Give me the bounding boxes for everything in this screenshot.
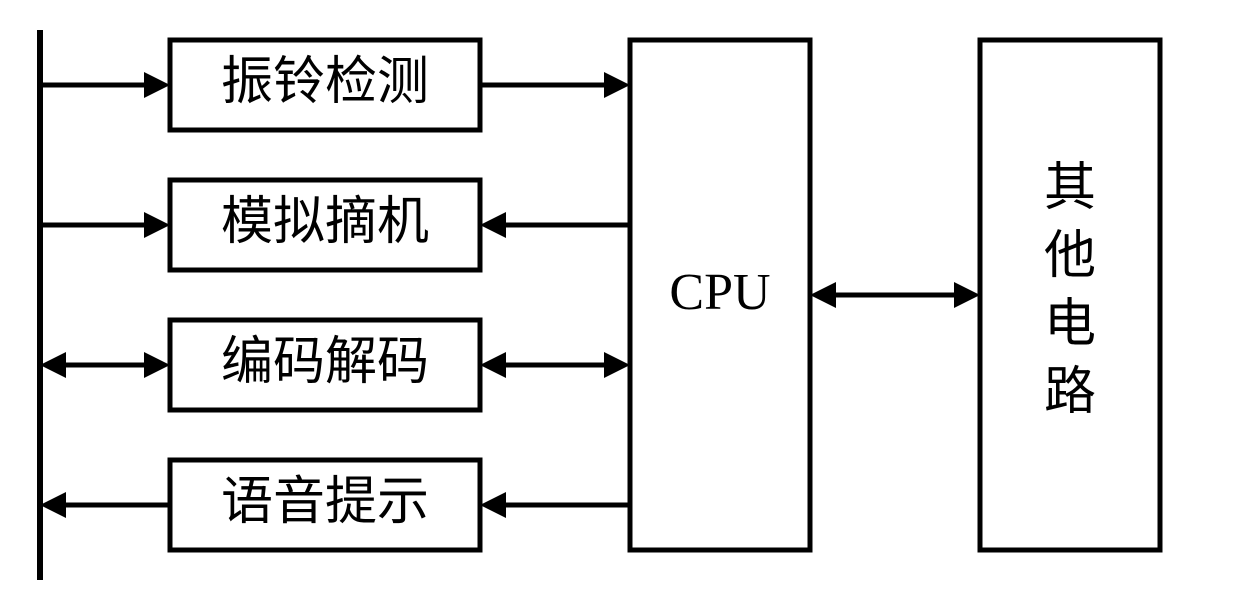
arrow-a_n1_cpu: [480, 72, 630, 98]
arrow-a_bus_n2: [40, 212, 170, 238]
node-n4: 语音提示: [170, 460, 480, 550]
node-n3: 编码解码: [170, 320, 480, 410]
arrow-a_n4_bus: [40, 492, 170, 518]
node-n1-label: 振铃检测: [221, 54, 429, 111]
arrow-a_bus_n1: [40, 72, 170, 98]
node-other-label-char: 其: [1044, 160, 1096, 217]
node-other: 其他电路: [980, 40, 1160, 550]
arrow-a_n3_cpu: [480, 352, 630, 378]
node-cpu: CPU: [630, 40, 810, 550]
node-n1: 振铃检测: [170, 40, 480, 130]
block-diagram: 振铃检测模拟摘机编码解码语音提示 CPU 其他电路: [0, 0, 1240, 607]
arrow-a_bus_n3: [40, 352, 170, 378]
node-other-label-char: 路: [1044, 364, 1096, 421]
node-cpu-label: CPU: [669, 264, 770, 321]
arrow-a_cpu_other: [810, 282, 980, 308]
arrow-a_cpu_n4: [480, 492, 630, 518]
arrow-a_cpu_n2: [480, 212, 630, 238]
node-n2-label: 模拟摘机: [221, 194, 429, 251]
node-n2: 模拟摘机: [170, 180, 480, 270]
node-n4-label: 语音提示: [221, 474, 429, 531]
node-n3-label: 编码解码: [221, 334, 429, 391]
node-other-label-char: 他: [1044, 228, 1096, 285]
node-other-label-char: 电: [1044, 296, 1096, 353]
